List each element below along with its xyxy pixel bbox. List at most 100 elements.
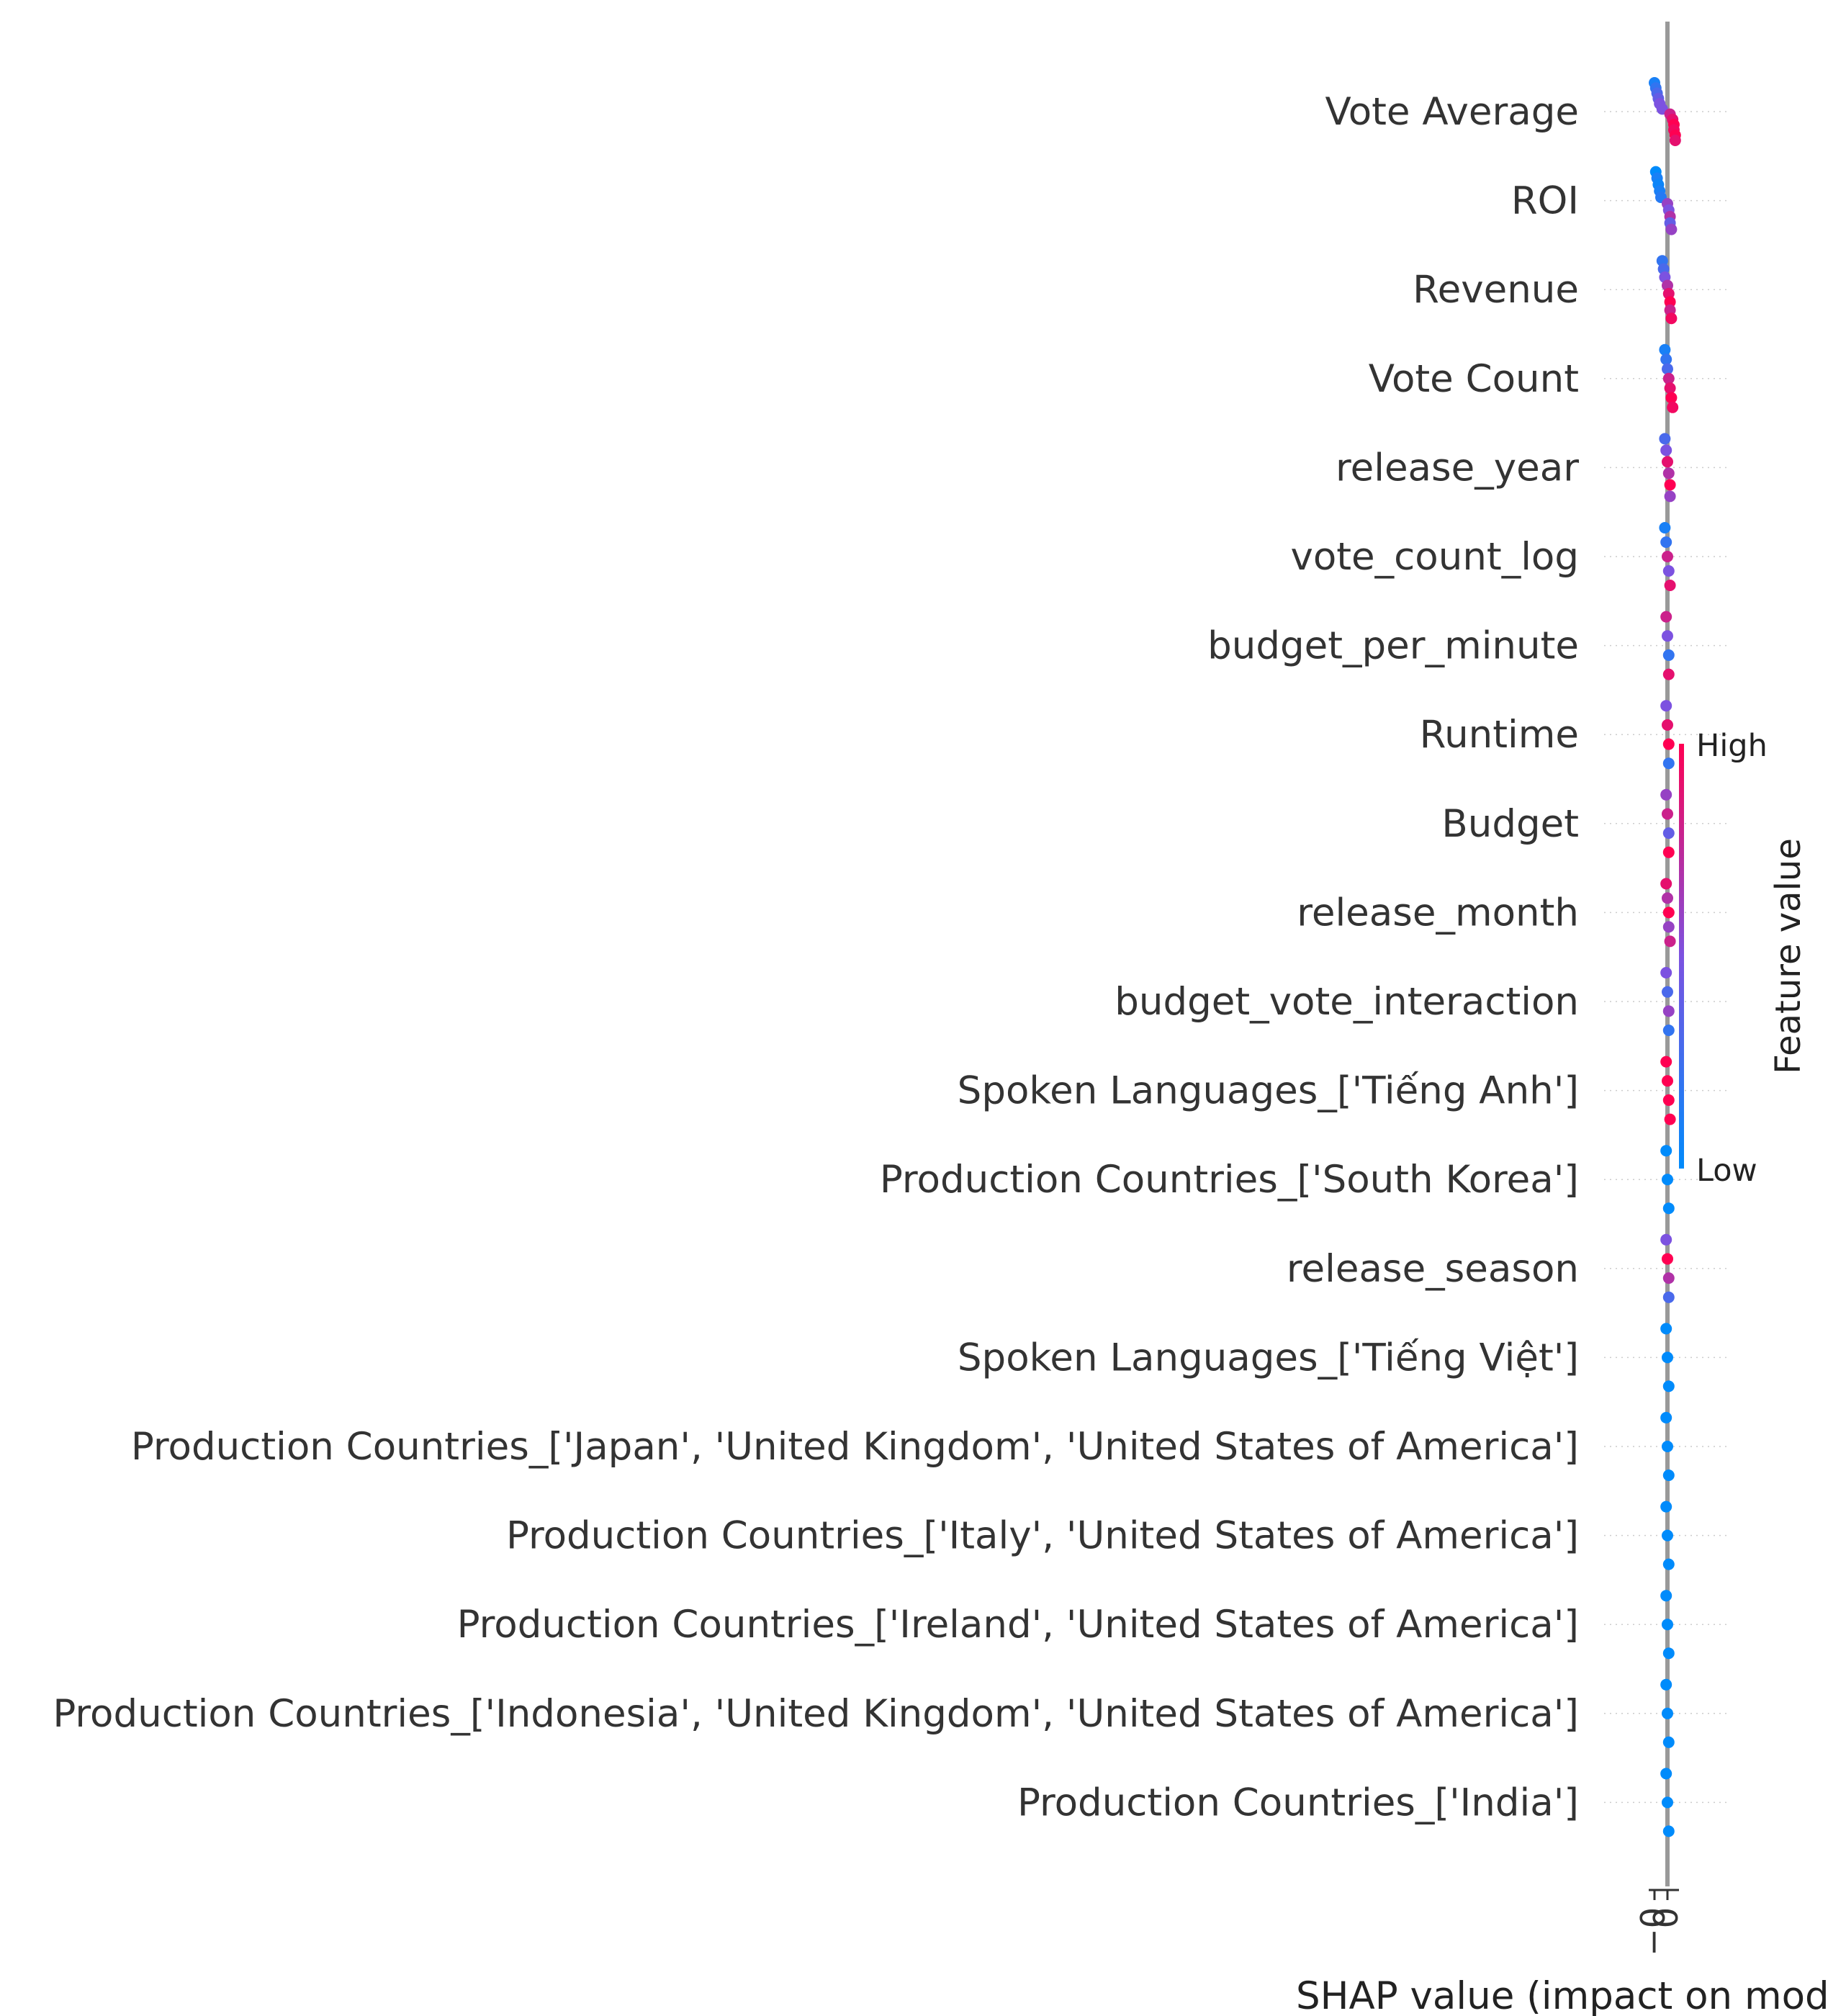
x-tick-label: 0 [1647, 1907, 1685, 1928]
colorbar-gradient [1679, 744, 1684, 1169]
shap-point [1662, 1351, 1673, 1364]
shap-point [1665, 223, 1678, 235]
shap-point [1662, 1075, 1673, 1087]
feature-labels: Vote Average ROI Revenue Vote Count release_… [53, 90, 1579, 1824]
shap-point [1659, 522, 1671, 534]
feature-label: Production Countries_['Ireland', 'United… [457, 1603, 1579, 1647]
shap-point [1660, 878, 1672, 890]
shap-point [1662, 551, 1673, 562]
shap-point [1660, 1590, 1672, 1602]
colorbar: High Low Feature value [1679, 728, 1809, 1189]
shap-point [1660, 1056, 1672, 1068]
shap-point [1660, 611, 1672, 623]
shap-point [1662, 630, 1673, 642]
shap-point [1662, 757, 1675, 770]
feature-label: budget_per_minute [1207, 624, 1579, 668]
colorbar-title: Feature value [1768, 838, 1809, 1074]
shap-point [1662, 892, 1673, 904]
feature-label: release_season [1287, 1247, 1579, 1291]
shap-point [1662, 363, 1673, 375]
shap-point [1664, 382, 1676, 395]
shap-point [1660, 1145, 1672, 1157]
shap-point [1665, 312, 1678, 325]
shap-point [1659, 343, 1671, 356]
shap-point [1662, 668, 1675, 680]
feature-label: Production Countries_['Japan', 'United K… [131, 1425, 1579, 1469]
feature-label: Revenue [1413, 268, 1579, 312]
x-axis: −00 SHAP value (impact on model output) [1296, 1889, 1828, 2016]
shap-point [1660, 354, 1672, 366]
feature-label: vote_count_log [1290, 535, 1579, 579]
shap-point [1664, 580, 1676, 591]
data-points [1649, 77, 1681, 1837]
feature-label: budget_vote_interaction [1115, 980, 1579, 1024]
shap-point [1664, 935, 1676, 948]
shap-point [1667, 401, 1679, 413]
shap-point [1664, 490, 1676, 503]
shap-point [1669, 135, 1681, 146]
shap-point [1664, 296, 1676, 308]
shap-point [1662, 1707, 1673, 1719]
shap-point [1662, 1272, 1675, 1284]
shap-point [1662, 1094, 1675, 1106]
feature-label: Spoken Languages_['Tiếng Việt'] [958, 1336, 1579, 1380]
shap-point [1664, 479, 1676, 491]
shap-point [1662, 1825, 1675, 1837]
feature-label: ROI [1511, 179, 1579, 223]
shap-point [1660, 444, 1672, 456]
feature-label: release_month [1297, 891, 1579, 935]
shap-point [1662, 1619, 1673, 1631]
feature-label: Budget [1441, 802, 1579, 846]
shap-point [1660, 536, 1672, 548]
feature-label: Vote Average [1325, 90, 1579, 134]
shap-point [1662, 467, 1675, 480]
colorbar-low-label: Low [1696, 1153, 1757, 1189]
shap-point [1662, 1005, 1675, 1017]
shap-point [1660, 1678, 1672, 1691]
shap-point [1660, 788, 1672, 801]
shap-point [1662, 1796, 1673, 1809]
shap-point [1660, 967, 1672, 978]
shap-point [1662, 372, 1675, 384]
shap-point [1662, 906, 1675, 919]
shap-point [1662, 565, 1675, 577]
shap-point [1662, 1025, 1675, 1036]
shap-point [1662, 1529, 1673, 1542]
shap-point [1662, 1380, 1675, 1392]
shap-point [1660, 1323, 1672, 1335]
x-tick-label: −0 [1634, 1907, 1672, 1956]
feature-label: Runtime [1420, 713, 1579, 757]
shap-point [1662, 846, 1675, 858]
shap-point [1662, 1174, 1673, 1186]
shap-point [1662, 827, 1675, 840]
feature-label: Production Countries_['Indonesia', 'Unit… [53, 1692, 1579, 1736]
shap-point [1662, 1291, 1675, 1303]
shap-point [1662, 1647, 1675, 1660]
shap-point [1662, 456, 1673, 468]
x-ticks: −00 [1634, 1890, 1685, 1956]
shap-point [1660, 700, 1672, 712]
shap-point [1660, 1500, 1672, 1513]
shap-point [1662, 1470, 1675, 1481]
shap-point [1662, 1736, 1675, 1748]
shap-point [1662, 738, 1675, 750]
shap-point [1662, 808, 1673, 820]
shap-point [1662, 1558, 1675, 1570]
x-axis-label: SHAP value (impact on model output) [1296, 1974, 1828, 2016]
shap-point [1662, 986, 1673, 998]
feature-label: Production Countries_['South Korea'] [880, 1158, 1579, 1202]
shap-point [1660, 1768, 1672, 1780]
shap-point [1660, 1233, 1672, 1246]
colorbar-high-label: High [1696, 728, 1768, 764]
shap-point [1662, 719, 1673, 731]
shap-point [1659, 433, 1671, 445]
shap-point [1665, 392, 1678, 404]
shap-point [1662, 1253, 1673, 1265]
feature-label: Production Countries_['India'] [1017, 1781, 1579, 1824]
shap-point [1662, 1202, 1675, 1215]
shap-point [1662, 1441, 1673, 1452]
feature-label: Production Countries_['Italy', 'United S… [506, 1514, 1579, 1558]
shap-point [1662, 921, 1675, 933]
feature-label: release_year [1336, 446, 1579, 490]
